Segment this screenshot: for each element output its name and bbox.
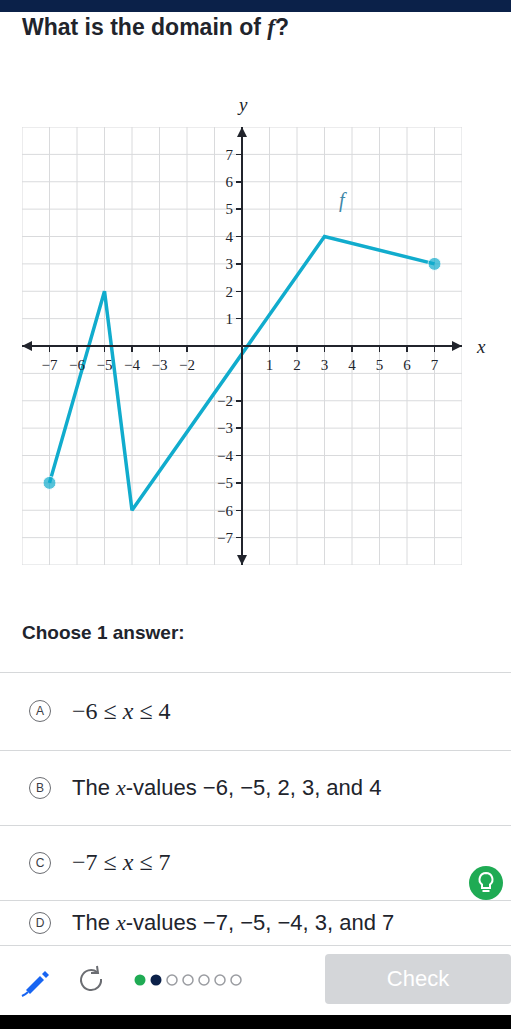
svg-text:3: 3	[321, 357, 329, 373]
svg-text:5: 5	[376, 357, 384, 373]
svg-text:7: 7	[431, 357, 439, 373]
svg-text:−6: −6	[69, 357, 85, 373]
svg-text:6: 6	[403, 357, 411, 373]
svg-text:2: 2	[293, 357, 301, 373]
svg-text:4: 4	[348, 357, 356, 373]
html-text:−6 ≤ x ≤ 4: −6 ≤ x ≤ 4	[72, 697, 171, 724]
html-text:A: A	[36, 704, 44, 718]
svg-text:1: 1	[266, 357, 274, 373]
svg-text:f: f	[339, 189, 347, 212]
svg-text:4: 4	[226, 229, 234, 245]
svg-text:−4: −4	[217, 448, 233, 464]
svg-text:−7: −7	[42, 357, 58, 373]
svg-text:−4: −4	[124, 357, 140, 373]
html-text:C: C	[35, 855, 45, 870]
html-text:B: B	[36, 780, 44, 795]
svg-text:−7: −7	[217, 530, 233, 546]
svg-text:1: 1	[226, 311, 234, 327]
html-text:The x -values −7, −5, −4, 3, a: The x -values −7, −5, −4, 3, and 7	[72, 909, 395, 935]
svg-text:5: 5	[226, 201, 234, 217]
svg-text:y: y	[237, 95, 248, 115]
html-text:Choose 1 answer:: Choose 1 answer:	[22, 622, 185, 643]
html-text:Check: Check	[386, 966, 450, 991]
svg-text:x: x	[476, 336, 486, 357]
html-text:The x -values −6, −5, 2, 3, an: The x -values −6, −5, 2, 3, and 4	[72, 774, 382, 800]
html-text:−7 ≤ x ≤ 7: −7 ≤ x ≤ 7	[72, 849, 171, 875]
svg-text:7: 7	[226, 147, 234, 163]
svg-text:6: 6	[226, 174, 234, 190]
svg-text:3: 3	[226, 256, 234, 272]
svg-text:−6: −6	[217, 503, 233, 519]
svg-text:−3: −3	[152, 357, 168, 373]
html-text:What is the domain of f?: What is the domain of f?	[22, 14, 290, 40]
svg-text:−2: −2	[179, 357, 195, 373]
svg-text:−3: −3	[217, 420, 233, 436]
svg-text:2: 2	[226, 284, 234, 300]
svg-text:−2: −2	[217, 393, 233, 409]
svg-text:−5: −5	[217, 475, 233, 491]
svg-text:−5: −5	[97, 357, 113, 373]
html-text:D: D	[35, 915, 45, 930]
